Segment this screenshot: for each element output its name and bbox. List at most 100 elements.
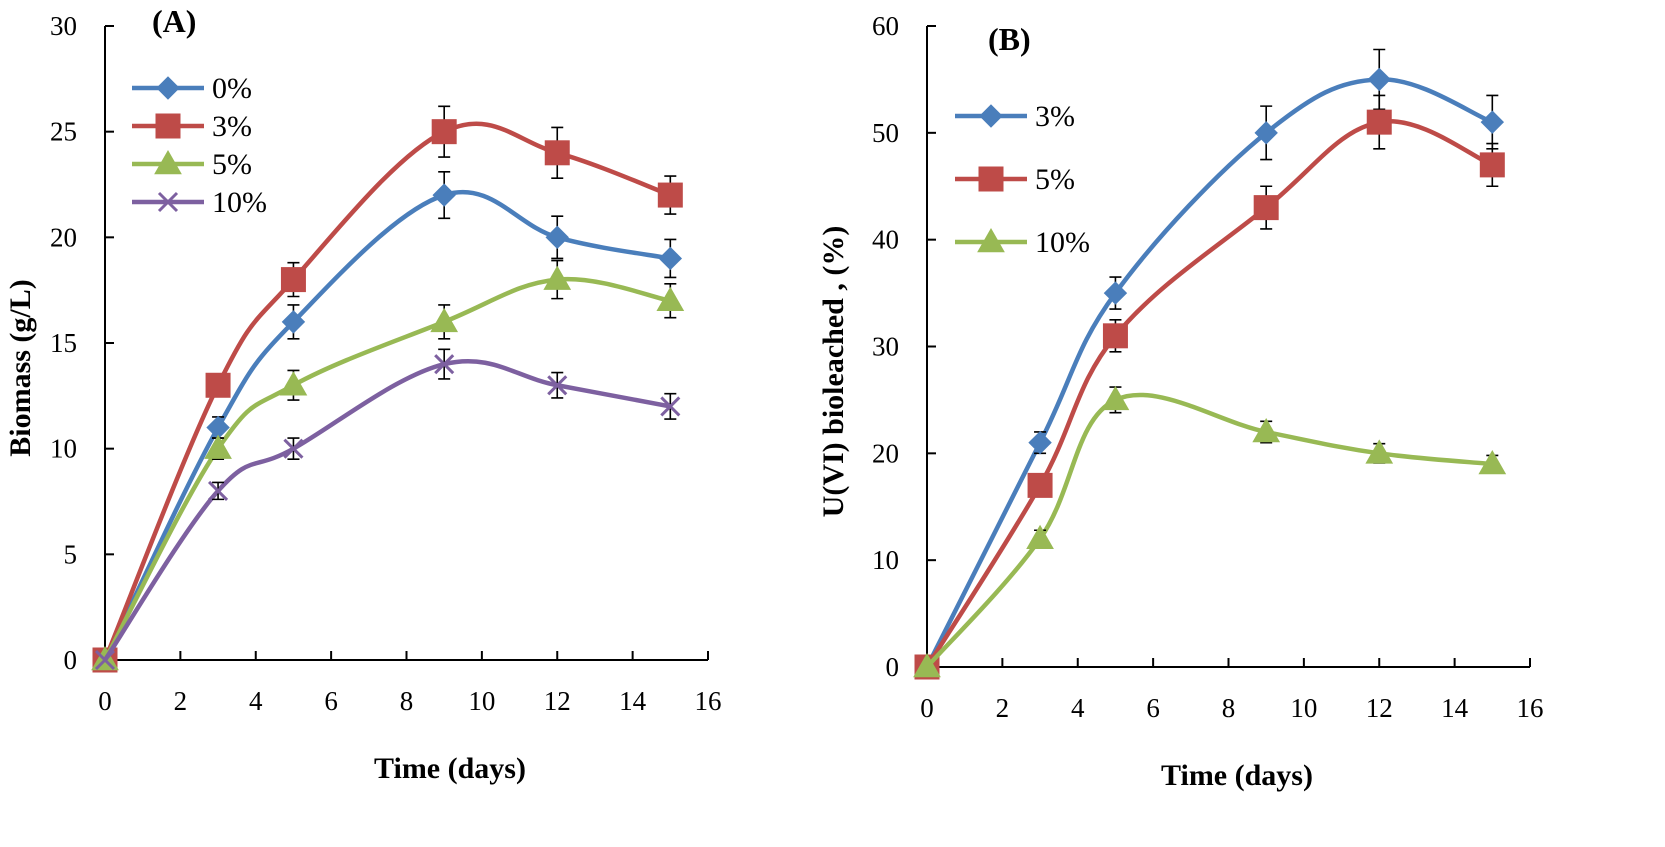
panel-a-series-0: [93, 171, 683, 672]
panel-b-y-tick-label: 60: [872, 11, 899, 41]
panel-a-legend-label: 3%: [212, 110, 252, 143]
panel-a-data-point: [205, 372, 231, 398]
panel-b-data-point: [1480, 110, 1505, 134]
panel-b-data-point: [1026, 524, 1054, 550]
panel-b-x-tick-label: 2: [996, 693, 1010, 723]
panel-b-x-tick-label: 0: [920, 693, 934, 723]
panel-a-data-point: [544, 140, 570, 166]
panel-b-data-point: [1253, 195, 1279, 221]
panel-a-data-point: [204, 434, 232, 459]
panel-a-x-axis-title: Time (days): [374, 752, 526, 785]
panel-a-data-point: [432, 183, 456, 207]
panel-a-x-tick-label: 6: [324, 686, 338, 716]
panel-b-y-axis-title: U(VI) bioleached , (%): [817, 226, 850, 518]
panel-b-legend-marker: [977, 227, 1005, 253]
panel-b-x-tick-label: 16: [1517, 693, 1544, 723]
panel-b-x-tick-label: 4: [1071, 693, 1085, 723]
panel-a-data-point: [434, 354, 455, 375]
panel-b-legend-label: 3%: [1035, 100, 1075, 133]
panel-b-legend-marker: [979, 104, 1003, 128]
panel-b-data-point: [1366, 109, 1392, 135]
panel-b-label: (B): [988, 21, 1031, 57]
panel-a-data-point: [656, 286, 685, 311]
panel-a-data-point: [660, 396, 681, 417]
panel-b-x-tick-label: 10: [1290, 693, 1317, 723]
panel-a-y-axis-title: Biomass (g/L): [4, 279, 37, 457]
panel-b-data-point: [1367, 67, 1391, 92]
panel-a-legend-marker: [155, 113, 181, 139]
panel-a-legend-label: 5%: [212, 148, 252, 181]
panel-a-data-point: [94, 649, 116, 671]
panel-b-legend-marker: [978, 166, 1004, 192]
panel-a-y-tick-label: 25: [50, 117, 77, 147]
panel-a-data-point: [545, 225, 569, 250]
panel-a-x-tick-label: 10: [468, 686, 495, 716]
panel-a-y-tick-label: 30: [50, 11, 77, 41]
panel-a-data-point: [279, 371, 308, 396]
panel-a-legend: 0% 3% 5% 10%: [132, 72, 267, 219]
panel-a-series-line: [103, 276, 671, 662]
panel-a-x-tick-label: 14: [619, 686, 647, 716]
panel-b-data-point: [1028, 430, 1052, 455]
panel-a-x-tick-label: 2: [174, 686, 188, 716]
panel-a-series-line: [102, 189, 671, 661]
panel-b-series-line: [924, 77, 1494, 669]
panel-a-series-1: [92, 105, 683, 673]
panel-a-y-tick-label: 15: [50, 328, 77, 358]
panel-a-x-tick-label: 16: [695, 686, 722, 716]
panel-a-data-point: [208, 480, 229, 501]
panel-a-series-3: [94, 348, 681, 671]
panel-a-data-point: [280, 267, 306, 293]
panel-b-data-point: [1252, 417, 1281, 443]
panel-a-data-point: [283, 438, 304, 459]
panel-b-legend: 3% 5% 10%: [955, 100, 1090, 259]
panel-a: 0 5 10 15 20 25 30 0 2 4 6 8 10 12 14 16 Time (days) Biom…: [4, 3, 722, 785]
panel-a-data-point: [281, 310, 306, 334]
panel-a-data-point: [430, 307, 459, 333]
panel-b-data-point: [1254, 121, 1278, 145]
panel-b-data-point: [1365, 439, 1394, 464]
panel-a-legend-marker: [154, 149, 182, 175]
panel-b-data-point: [1103, 281, 1128, 305]
panel-a-x-tick-label: 12: [544, 686, 571, 716]
panel-b-series-line: [925, 118, 1494, 669]
panel-b-y-tick-label: 50: [872, 118, 899, 148]
panel-b-y-tick-label: 0: [886, 652, 900, 682]
panel-b-y-tick-label: 40: [872, 225, 899, 255]
panel-a-legend-label: 10%: [212, 186, 267, 219]
panel-b-x-tick-label: 6: [1146, 693, 1160, 723]
panel-b: 0 10 20 30 40 50 60 0 2 4 6 8 10 12 14 16 Time (days) U(V…: [817, 11, 1544, 792]
panel-b-x-tick-label: 8: [1222, 693, 1236, 723]
panel-a-data-point: [543, 265, 572, 290]
panel-b-legend-label: 10%: [1035, 226, 1090, 259]
panel-a-y-tick-label: 10: [50, 434, 77, 464]
panel-a-data-point: [547, 375, 568, 396]
panel-a-legend-marker: [156, 76, 180, 100]
panel-b-data-point: [1478, 450, 1507, 475]
panel-a-x-tick-label: 0: [98, 686, 112, 716]
panel-b-y-tick-label: 30: [872, 332, 899, 362]
panel-a-legend-marker: [157, 191, 179, 213]
panel-b-x-tick-label: 14: [1441, 693, 1469, 723]
panel-b-data-point: [1479, 152, 1505, 178]
panel-b-data-point: [913, 652, 941, 678]
panel-a-x-tick-label: 4: [249, 686, 263, 716]
panel-a-data-point: [658, 246, 683, 271]
panel-b-series-2: [913, 385, 1507, 678]
panel-a-label: (A): [152, 3, 196, 39]
panel-a-x-tick-label: 8: [400, 686, 414, 716]
panel-b-x-axis-title: Time (days): [1161, 759, 1313, 792]
panel-a-y-tick-label: 5: [64, 539, 78, 569]
panel-b-data-point: [1102, 323, 1128, 349]
panel-a-y-tick-label: 0: [64, 645, 78, 675]
panel-b-x-tick-label: 12: [1366, 693, 1393, 723]
panel-b-data-point: [1101, 385, 1130, 411]
panel-a-data-point: [657, 182, 683, 208]
panel-a-series-line: [103, 358, 671, 662]
panel-a-data-point: [431, 119, 457, 145]
panel-b-y-tick-label: 20: [872, 438, 899, 468]
panel-b-y-tick-label: 10: [872, 545, 899, 575]
panel-b-legend-label: 5%: [1035, 163, 1075, 196]
panel-a-y-tick-label: 20: [50, 222, 77, 252]
